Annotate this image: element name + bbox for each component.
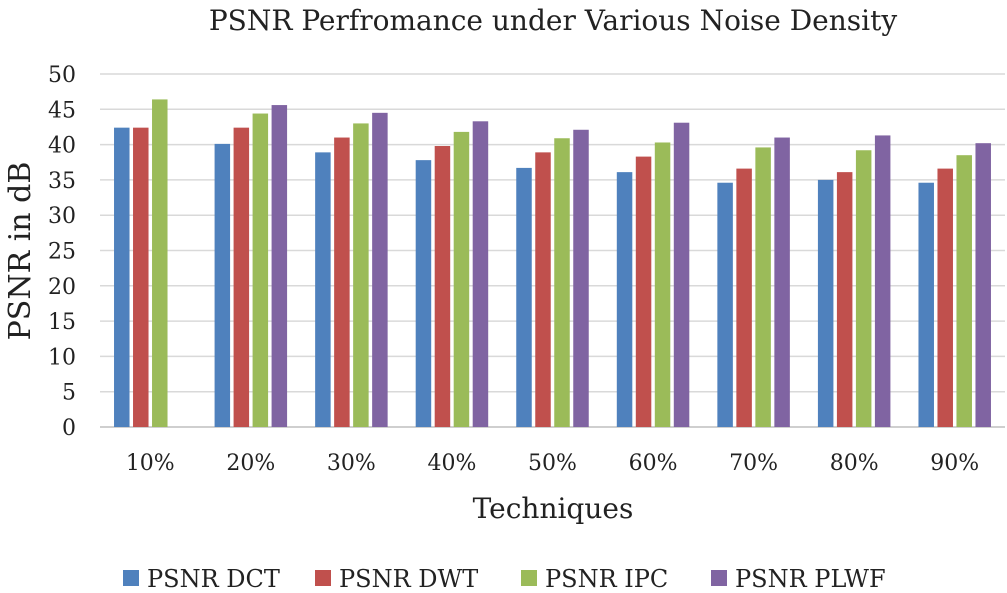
bar-psnr-plwf-90pct — [975, 143, 991, 428]
legend-label: PSNR PLWF — [735, 565, 886, 593]
bar-psnr-dct-70pct — [717, 182, 733, 427]
y-tick-label: 35 — [48, 169, 76, 194]
bar-psnr-dct-10pct — [114, 127, 130, 427]
bar-psnr-dct-50pct — [516, 167, 532, 427]
x-tick-label: 10% — [126, 451, 175, 476]
bar-psnr-dwt-40pct — [434, 146, 451, 427]
legend-label: PSNR DCT — [147, 565, 280, 593]
bar-psnr-plwf-50pct — [573, 129, 589, 428]
bar-psnr-plwf-20pct — [271, 105, 288, 428]
bars — [114, 99, 991, 428]
x-tick-label: 20% — [226, 451, 275, 476]
bar-psnr-dct-30pct — [315, 152, 331, 427]
bar-psnr-ipc-80pct — [855, 150, 872, 428]
legend-swatch-psnr-ipc — [521, 570, 537, 586]
bar-psnr-ipc-70pct — [755, 147, 771, 427]
x-tick-label: 60% — [629, 451, 678, 476]
bar-psnr-dwt-10pct — [133, 127, 149, 427]
y-tick-label: 10 — [48, 345, 76, 370]
x-tick-label: 90% — [930, 451, 979, 476]
bar-psnr-ipc-40pct — [453, 131, 470, 427]
legend: PSNR DCT PSNR DWT PSNR IPC PSNR PLWF — [123, 565, 886, 593]
y-tick-label: 25 — [48, 240, 76, 265]
x-tick-label: 80% — [830, 451, 879, 476]
legend-swatch-psnr-plwf — [711, 570, 727, 586]
bar-psnr-ipc-30pct — [353, 123, 369, 428]
bar-psnr-ipc-90pct — [956, 155, 972, 427]
bar-psnr-dct-20pct — [214, 143, 231, 428]
bar-psnr-dwt-30pct — [334, 137, 350, 428]
bar-psnr-plwf-80pct — [874, 135, 891, 427]
y-tick-label: 30 — [48, 204, 76, 229]
bar-psnr-plwf-60pct — [673, 122, 690, 428]
bar-psnr-dwt-60pct — [635, 156, 652, 428]
y-tick-labels: 0 5 10 15 20 25 30 35 40 45 50 — [48, 63, 76, 441]
bar-psnr-dwt-70pct — [736, 168, 752, 427]
x-tick-label: 40% — [427, 451, 476, 476]
bar-psnr-dct-90pct — [918, 182, 934, 427]
x-tick-labels: 10% 20% 30% 40% 50% 60% 70% 80% 90% — [126, 451, 979, 476]
bar-psnr-dwt-50pct — [535, 152, 551, 427]
bar-psnr-plwf-70pct — [774, 137, 790, 428]
x-tick-label: 70% — [729, 451, 778, 476]
bar-psnr-ipc-50pct — [554, 138, 570, 427]
y-tick-label: 15 — [48, 310, 76, 335]
y-tick-label: 50 — [48, 63, 76, 88]
legend-label: PSNR IPC — [545, 565, 668, 593]
legend-swatch-psnr-dwt — [315, 570, 331, 586]
y-tick-label: 5 — [62, 381, 76, 406]
y-tick-label: 20 — [48, 275, 76, 300]
bar-psnr-dwt-90pct — [937, 168, 953, 427]
bar-psnr-plwf-30pct — [372, 112, 388, 427]
bar-psnr-dwt-80pct — [836, 172, 853, 427]
x-tick-label: 30% — [327, 451, 376, 476]
legend-swatch-psnr-dct — [123, 570, 139, 586]
y-tick-label: 0 — [62, 416, 76, 441]
y-axis-label: PSNR in dB — [3, 162, 38, 341]
y-tick-label: 45 — [48, 98, 76, 123]
bar-psnr-dct-80pct — [817, 179, 834, 427]
bar-psnr-ipc-10pct — [152, 99, 168, 427]
chart-title: PSNR Perfromance under Various Noise Den… — [209, 4, 898, 37]
x-tick-label: 50% — [528, 451, 577, 476]
bar-psnr-dwt-20pct — [233, 127, 250, 427]
bar-psnr-ipc-20pct — [252, 113, 269, 427]
bar-psnr-ipc-60pct — [654, 142, 671, 427]
gridlines — [100, 73, 1005, 428]
bar-psnr-plwf-40pct — [472, 121, 489, 427]
bar-psnr-dct-60pct — [616, 172, 633, 427]
bar-psnr-dct-40pct — [415, 160, 432, 427]
legend-label: PSNR DWT — [339, 565, 478, 593]
y-tick-label: 40 — [48, 134, 76, 159]
x-axis-label: Techniques — [473, 492, 634, 525]
